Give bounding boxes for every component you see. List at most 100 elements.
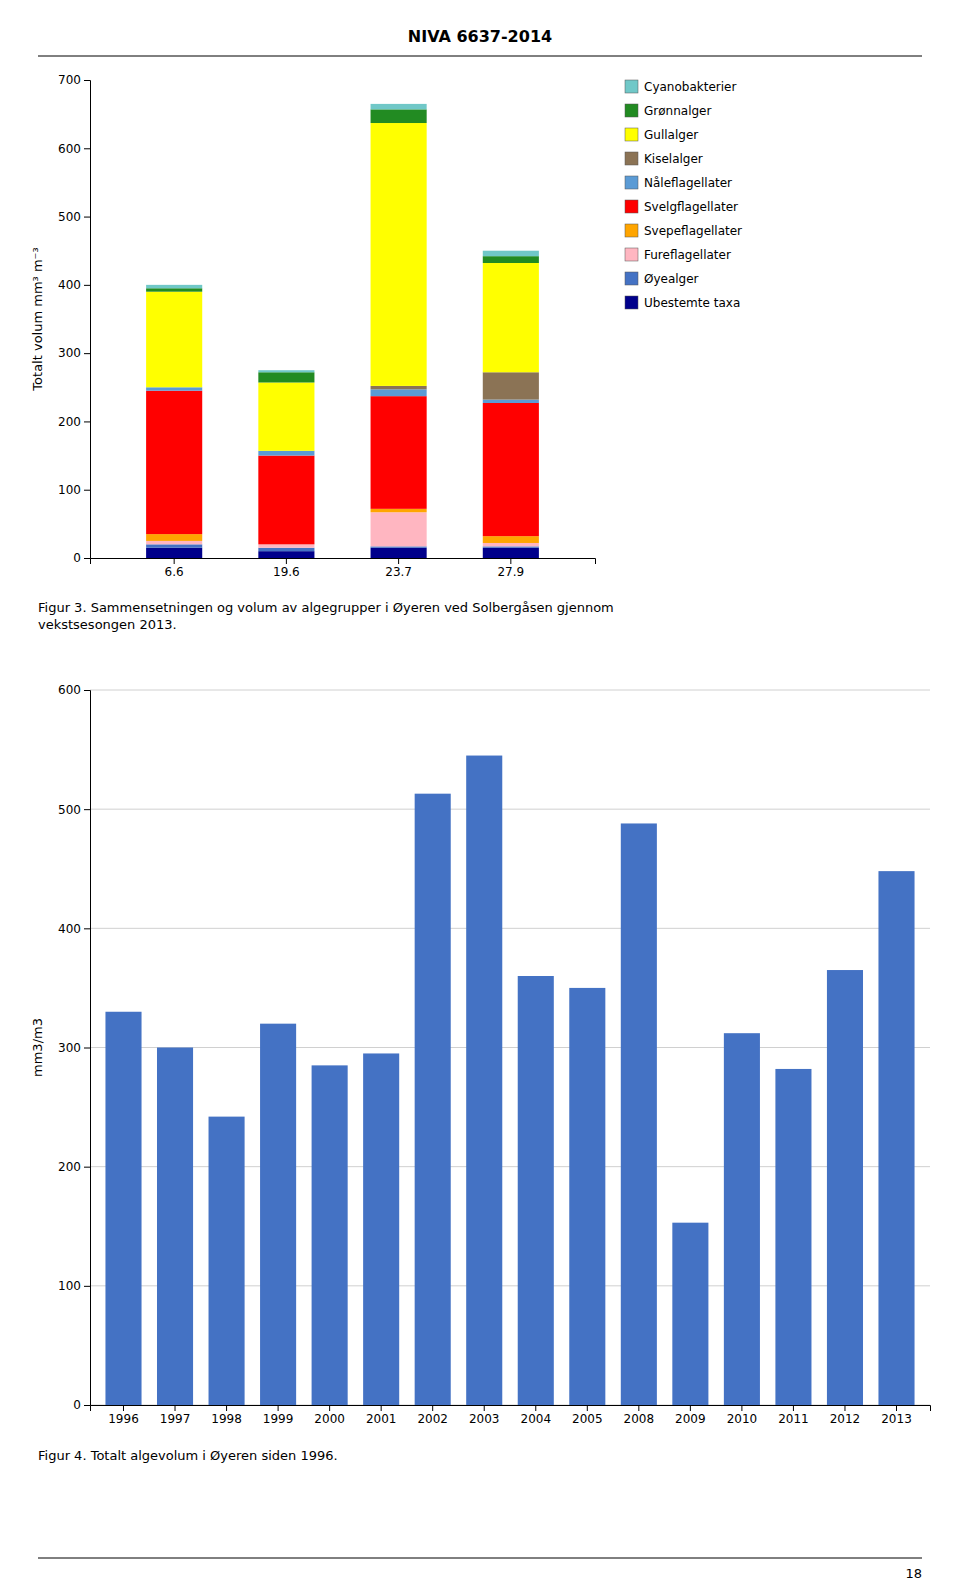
y-tick: 600 — [58, 142, 90, 156]
y-tick-label: 100 — [58, 1279, 81, 1293]
tick-mark — [896, 1405, 897, 1411]
y-tick: 100 — [58, 483, 90, 497]
x-tick: 23.7 — [385, 558, 412, 579]
tick-mark — [741, 1405, 742, 1411]
x-tick: 6.6 — [165, 558, 184, 579]
tick-mark — [84, 285, 90, 286]
bar — [569, 988, 605, 1405]
bar-segment — [146, 534, 202, 541]
bar-segment — [483, 536, 539, 543]
bar — [724, 1033, 760, 1405]
legend-item: Gullalger — [625, 128, 698, 142]
x-tick-label: 19.6 — [273, 565, 300, 579]
grid-line — [90, 928, 930, 929]
legend-item: Fureflagellater — [625, 248, 731, 262]
legend-label: Svelgflagellater — [644, 200, 738, 214]
legend-swatch — [625, 296, 638, 309]
caption-line: vekstsesongen 2013. — [38, 617, 177, 632]
y-tick: 300 — [58, 346, 90, 360]
x-tick-label: 2002 — [417, 1412, 448, 1426]
bar — [105, 1012, 141, 1405]
tick-mark — [84, 148, 90, 149]
bar-segment — [258, 544, 314, 547]
y-axis: 0100200300400500600 — [58, 683, 90, 1412]
x-tick: 2009 — [675, 1405, 706, 1426]
page: NIVA 6637-2014186.619.623.727.9010020030… — [0, 0, 960, 1589]
y-axis-title: mm3/m3 — [30, 1018, 45, 1077]
bar-segment — [483, 372, 539, 399]
legend-label: Svepeflagellater — [644, 224, 742, 238]
bar-segment — [146, 285, 202, 288]
bar — [209, 1117, 245, 1405]
x-tick-label: 1998 — [211, 1412, 242, 1426]
x-tick-label: 2009 — [675, 1412, 706, 1426]
y-tick: 200 — [58, 1160, 90, 1174]
x-tick: 2008 — [624, 1405, 655, 1426]
x-tick-label: 1996 — [108, 1412, 139, 1426]
y-tick-label: 200 — [58, 415, 81, 429]
x-tick-label: 2001 — [366, 1412, 397, 1426]
x-tick: 1998 — [211, 1405, 242, 1426]
tick-mark — [123, 1405, 124, 1411]
bar — [157, 1048, 193, 1406]
x-tick-label: 2010 — [727, 1412, 758, 1426]
x-tick: 2001 — [366, 1405, 397, 1426]
x-tick: 1996 — [108, 1405, 139, 1426]
legend-label: Fureflagellater — [644, 248, 731, 262]
chart: 1996199719981999200020012002200320042005… — [30, 683, 931, 1425]
x-tick-label: 2005 — [572, 1412, 603, 1426]
tick-mark — [432, 1405, 433, 1411]
bar-segment — [371, 389, 427, 396]
x-tick: 19.6 — [273, 558, 300, 579]
tick-mark — [175, 1405, 176, 1411]
caption-line: Figur 3. Sammensetningen og volum av alg… — [38, 600, 614, 615]
legend-label: Cyanobakterier — [644, 80, 736, 94]
legend-swatch — [625, 128, 638, 141]
caption-line: Figur 4. Totalt algevolum i Øyeren siden… — [38, 1448, 338, 1463]
y-tick-label: 0 — [73, 1398, 81, 1412]
y-tick-label: 600 — [58, 142, 81, 156]
bar-segment — [371, 512, 427, 546]
bar-segment — [146, 391, 202, 534]
x-tick: 1999 — [263, 1405, 294, 1426]
bar-segment — [146, 548, 202, 558]
x-tick-label: 6.6 — [165, 565, 184, 579]
legend-swatch — [625, 176, 638, 189]
tick-mark — [484, 1405, 485, 1411]
bar-segment — [483, 548, 539, 558]
bar-segment — [146, 292, 202, 388]
bar-segment — [371, 104, 427, 109]
y-tick-label: 500 — [58, 210, 81, 224]
tick-mark — [398, 558, 399, 564]
tick-mark — [84, 558, 90, 559]
grid-line — [90, 690, 930, 691]
x-tick: 1997 — [160, 1405, 191, 1426]
legend-swatch — [625, 224, 638, 237]
legend-item: Svepeflagellater — [625, 224, 742, 238]
bar-segment — [483, 256, 539, 263]
legend-item: Nåleflagellater — [625, 176, 732, 190]
bars — [146, 104, 539, 558]
bar-segment — [258, 548, 314, 551]
bar — [775, 1069, 811, 1405]
tick-mark — [329, 1405, 330, 1411]
bar — [466, 756, 502, 1405]
y-tick: 500 — [58, 803, 90, 817]
x-tick-label: 2003 — [469, 1412, 500, 1426]
y-axis: 0100200300400500600700 — [58, 73, 90, 565]
legend-swatch — [625, 248, 638, 261]
bar-segment — [371, 396, 427, 509]
bar — [518, 976, 554, 1405]
bar — [878, 871, 914, 1405]
axis-line — [91, 559, 596, 565]
tick-mark — [535, 1405, 536, 1411]
legend-item: Svelgflagellater — [625, 200, 738, 214]
y-tick: 300 — [58, 1041, 90, 1055]
bar-segment — [258, 551, 314, 558]
bar-segment — [258, 383, 314, 451]
bar-segment — [483, 251, 539, 256]
footer-rule — [38, 1558, 922, 1559]
y-tick-label: 0 — [73, 551, 81, 565]
y-tick-label: 400 — [58, 278, 81, 292]
legend-label: Ubestemte taxa — [644, 296, 740, 310]
